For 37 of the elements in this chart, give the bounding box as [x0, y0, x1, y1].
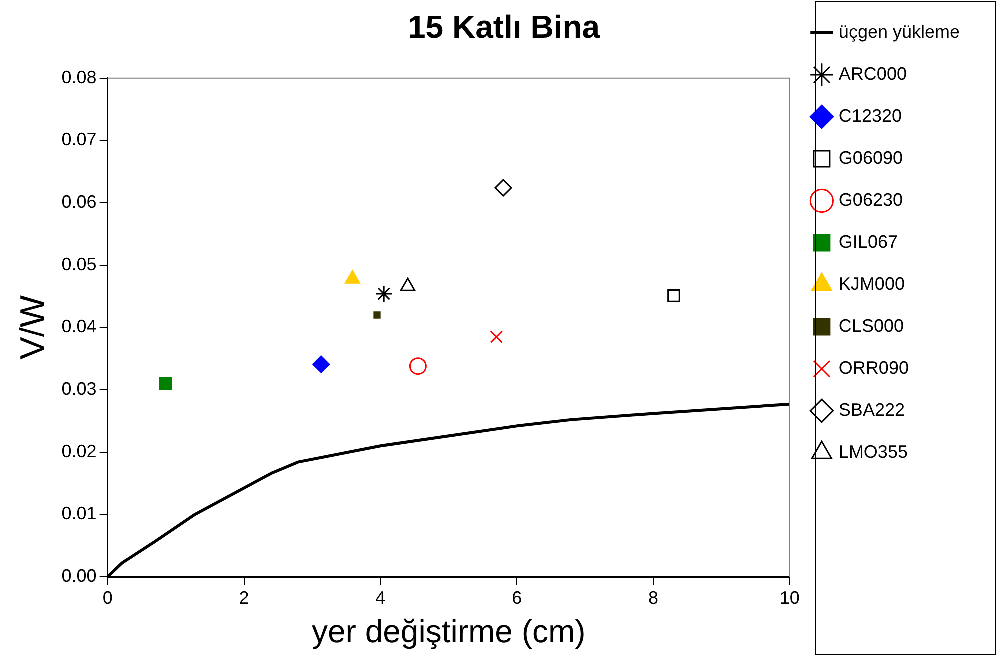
y-tick-label: 0.07: [62, 130, 97, 150]
point: [312, 356, 330, 374]
y-tick-label: 0.08: [62, 67, 97, 88]
point: [668, 290, 680, 302]
legend-label: GIL067: [838, 232, 898, 252]
y-tick-label: 0.04: [62, 316, 97, 337]
y-tick-label: 0.06: [62, 192, 97, 212]
legend-label: LMO355: [838, 442, 908, 462]
legend-label: ARC000: [838, 64, 907, 84]
y-tick-label: 0.00: [62, 566, 97, 586]
legend-label: üçgen yükleme: [838, 22, 960, 42]
x-tick-label: 0: [102, 588, 113, 608]
x-axis-title: yer değiştirme (cm): [312, 614, 586, 650]
x-tick-label: 8: [648, 588, 659, 608]
legend-label: C12320: [838, 106, 902, 126]
legend-label: SBA222: [838, 400, 905, 420]
legend-label: G06090: [838, 148, 903, 168]
y-tick-label: 0.03: [62, 378, 97, 399]
point: [159, 377, 172, 390]
point: [409, 358, 427, 376]
x-tick-label: 4: [376, 588, 386, 608]
legend-label: KJM000: [838, 274, 905, 294]
x-tick-label: 10: [780, 588, 800, 608]
point: [375, 285, 393, 303]
y-tick-label: 0.02: [62, 441, 97, 462]
legend-label: ORR090: [838, 358, 909, 378]
point: [374, 312, 381, 319]
y-tick-label: 0.05: [62, 254, 97, 274]
x-tick-label: 2: [239, 588, 250, 608]
y-tick-label: 0.01: [62, 504, 97, 524]
point: [494, 179, 512, 197]
chart-title: 15 Katlı Bina: [408, 9, 600, 46]
point: [490, 330, 504, 344]
x-tick-label: 6: [512, 588, 522, 608]
legend-label: G06230: [838, 190, 903, 210]
legend-label: CLS000: [838, 316, 904, 336]
y-axis-title: V/W: [14, 296, 52, 360]
